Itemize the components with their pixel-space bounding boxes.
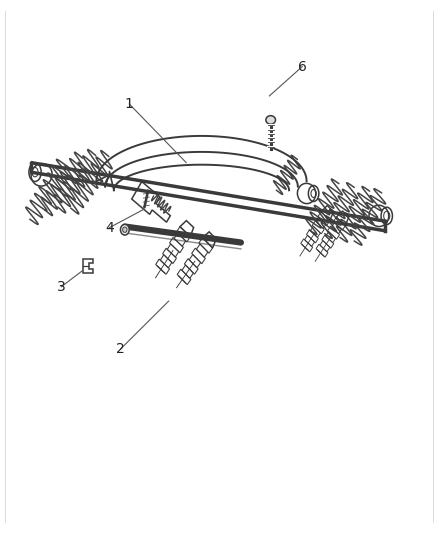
Text: 1: 1	[125, 97, 134, 111]
Ellipse shape	[123, 227, 127, 232]
Ellipse shape	[120, 224, 129, 235]
Text: 6: 6	[298, 60, 307, 74]
Text: 4: 4	[105, 221, 114, 235]
Ellipse shape	[266, 116, 276, 124]
Text: 3: 3	[57, 280, 66, 294]
Text: 2: 2	[116, 342, 125, 356]
